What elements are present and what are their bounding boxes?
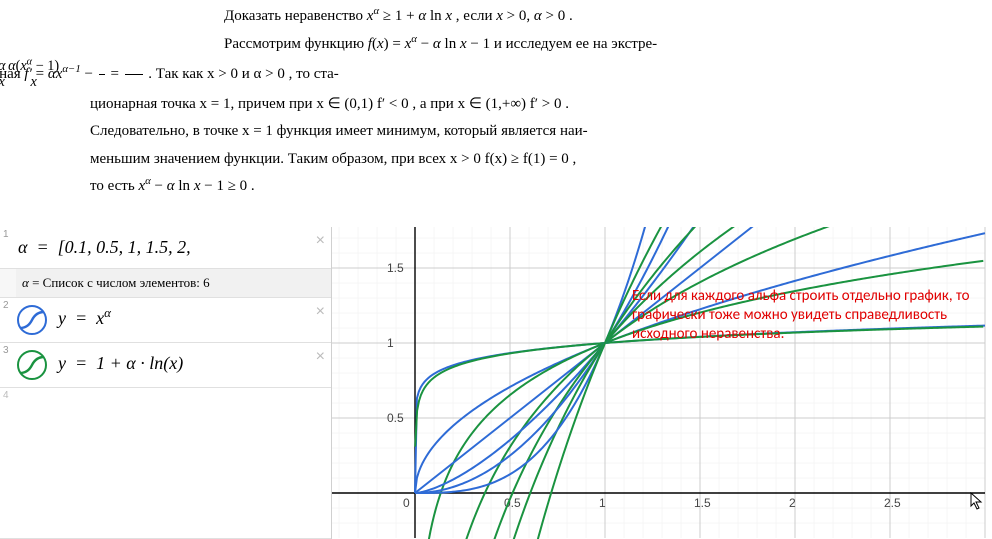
proof-line7: то есть xα − α ln x − 1 ≥ 0 . bbox=[90, 174, 962, 200]
svg-text:1: 1 bbox=[387, 336, 394, 350]
svg-text:0.5: 0.5 bbox=[387, 411, 404, 425]
panel-row-empty[interactable]: 4 bbox=[0, 388, 331, 539]
graph-area[interactable]: 0.511.522.50.511.50 Если для каждого аль… bbox=[332, 227, 992, 539]
proof-text: Доказать неравенство xα ≥ 1 + α ln x , е… bbox=[0, 0, 992, 208]
row-index-spacer bbox=[0, 269, 16, 271]
proof-line2: Рассмотрим функцию f(x) = xα − α ln x − … bbox=[200, 32, 962, 58]
row-index: 4 bbox=[0, 388, 16, 401]
panel-row-alpha-desc[interactable]: α = Список с числом элементов: 6 bbox=[0, 269, 331, 298]
close-icon[interactable]: × bbox=[316, 349, 325, 365]
alpha-definition: α = [0.1, 0.5, 1, 1.5, 2, bbox=[16, 227, 331, 268]
proof-line3: мумы. Производная f′ = αxα−1 − αx = α(xα… bbox=[200, 59, 962, 90]
row-index: 3 bbox=[0, 343, 16, 356]
svg-text:0: 0 bbox=[403, 496, 410, 510]
curve-thumb-green-icon bbox=[16, 349, 48, 381]
function-plot: 0.511.522.50.511.50 bbox=[332, 227, 992, 539]
proof-line1: Доказать неравенство xα ≥ 1 + α ln x , е… bbox=[200, 4, 962, 30]
pow-expr: y = xα bbox=[56, 298, 331, 339]
proof-line5: Следовательно, в точке x = 1 функция име… bbox=[90, 119, 962, 145]
svg-text:2.5: 2.5 bbox=[884, 496, 901, 510]
panel-row-log[interactable]: 3 y = 1 + α · ln(x) × bbox=[0, 343, 331, 388]
log-expr: y = 1 + α · ln(x) bbox=[56, 343, 331, 384]
panel-row-alpha[interactable]: 1 α = [0.1, 0.5, 1, 1.5, 2, × bbox=[0, 227, 331, 269]
proof-line4: ционарная точка x = 1, причем при x ∈ (0… bbox=[90, 92, 962, 118]
curve-thumb-blue-icon bbox=[16, 304, 48, 336]
svg-text:2: 2 bbox=[789, 496, 796, 510]
red-annotation: Если для каждого альфа строить отдельно … bbox=[632, 287, 992, 345]
panel-row-pow[interactable]: 2 y = xα × bbox=[0, 298, 331, 343]
svg-text:1.5: 1.5 bbox=[694, 496, 711, 510]
algebra-panel: 1 α = [0.1, 0.5, 1, 1.5, 2, × α = Список… bbox=[0, 227, 332, 539]
close-icon[interactable]: × bbox=[316, 304, 325, 320]
lower-area: 1 α = [0.1, 0.5, 1, 1.5, 2, × α = Список… bbox=[0, 227, 992, 539]
svg-text:1.5: 1.5 bbox=[387, 261, 404, 275]
close-icon[interactable]: × bbox=[316, 233, 325, 249]
proof-line6: меньшим значением функции. Таким образом… bbox=[90, 147, 962, 173]
row-index: 2 bbox=[0, 298, 16, 311]
svg-text:1: 1 bbox=[599, 496, 606, 510]
row-index: 1 bbox=[0, 227, 16, 240]
alpha-list-desc: α = Список с числом элементов: 6 bbox=[16, 269, 331, 297]
empty-cell bbox=[16, 388, 331, 408]
